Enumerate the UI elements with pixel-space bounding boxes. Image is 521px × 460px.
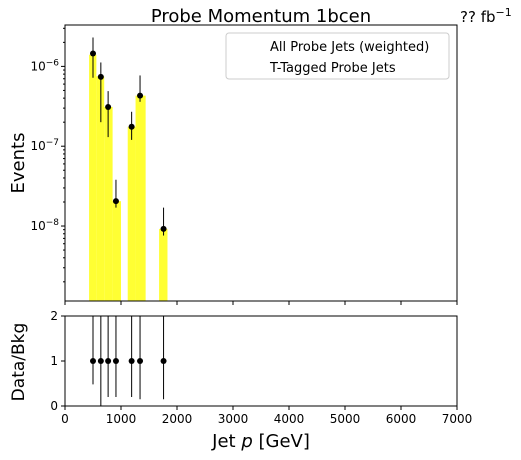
x-tick-label: 6000 xyxy=(386,412,417,426)
data-point xyxy=(160,225,167,232)
x-tick-label: 3000 xyxy=(218,412,249,426)
y-tick-label-exponent: −8 xyxy=(46,218,60,228)
chart-title: Probe Momentum 1bcen xyxy=(151,6,371,27)
ratio-plot-panel: 0 1 2 0 1000 2000 3000 4000 5000 6000 7000 xyxy=(50,309,472,426)
y-tick-label: 10−6 xyxy=(30,58,59,73)
data-points xyxy=(90,50,167,232)
legend-entry-all-probe-jets: All Probe Jets (weighted) xyxy=(270,40,429,55)
x-tick-label: 5000 xyxy=(330,412,361,426)
x-tick-label: 2000 xyxy=(162,412,193,426)
histogram-bar xyxy=(89,54,97,301)
ratio-data-point xyxy=(137,358,144,364)
main-plot-frame xyxy=(64,24,458,302)
y-tick-label-exponent: −6 xyxy=(46,58,60,68)
ratio-data-point xyxy=(128,358,135,364)
data-point xyxy=(128,123,135,130)
legend-entry-t-tagged-probe-jets: T-Tagged Probe Jets xyxy=(269,61,396,76)
ratio-y-tick-label: 1 xyxy=(50,354,58,368)
x-tick-label: 1000 xyxy=(106,412,137,426)
ratio-data-points xyxy=(90,358,167,364)
ratio-y-tick-label: 2 xyxy=(50,309,58,323)
x-tick-label: 4000 xyxy=(274,412,305,426)
ratio-axis-ticks: 0 1 2 0 1000 2000 3000 4000 5000 6000 7000 xyxy=(50,309,472,426)
histogram-bar xyxy=(159,228,168,301)
histogram-bar xyxy=(127,126,136,301)
histogram-bar xyxy=(135,95,146,302)
histogram-bar xyxy=(104,106,113,301)
ratio-data-point xyxy=(90,358,96,364)
main-axis-ticks: 10−610−710−8 xyxy=(30,27,458,305)
main-plot-panel: 10−610−710−8 xyxy=(30,24,458,305)
ratio-y-axis-label: Data/Bkg xyxy=(9,323,29,402)
data-point xyxy=(97,73,104,80)
ratio-data-point xyxy=(97,358,104,364)
legend: All Probe Jets (weighted) T-Tagged Probe… xyxy=(225,32,450,80)
x-axis-label-variable: p xyxy=(240,431,252,452)
y-tick-label: 10−8 xyxy=(30,218,59,233)
ratio-data-point xyxy=(160,358,167,364)
luminosity-exponent: −1 xyxy=(496,6,512,19)
y-tick-label-exponent: −7 xyxy=(46,138,59,148)
ratio-data-point xyxy=(112,358,119,364)
luminosity-label: ?? fb−1 xyxy=(460,6,512,26)
data-point xyxy=(112,198,119,205)
x-tick-label: 0 xyxy=(61,412,69,426)
x-tick-label: 7000 xyxy=(442,412,473,426)
histogram-bar xyxy=(112,201,121,301)
y-tick-label-base: 10 xyxy=(30,219,45,233)
histogram-bar xyxy=(96,76,105,301)
ratio-plot-frame xyxy=(64,315,458,407)
data-point xyxy=(137,92,144,99)
y-tick-label-base: 10 xyxy=(30,59,45,73)
x-axis-label: Jet p [GeV] xyxy=(211,431,310,452)
x-axis-label-prefix: Jet xyxy=(211,431,241,452)
y-tick-label: 10−7 xyxy=(30,138,59,153)
main-y-axis-label: Events xyxy=(8,133,29,194)
ratio-y-tick-label: 0 xyxy=(50,399,58,413)
y-tick-label-base: 10 xyxy=(30,139,45,153)
histogram-bars xyxy=(89,54,168,302)
ratio-data-point xyxy=(105,358,112,364)
data-point xyxy=(105,103,112,110)
luminosity-text: ?? fb xyxy=(460,8,496,26)
x-axis-label-unit: [GeV] xyxy=(253,431,310,452)
legend-box xyxy=(225,32,450,80)
data-point xyxy=(90,50,96,57)
